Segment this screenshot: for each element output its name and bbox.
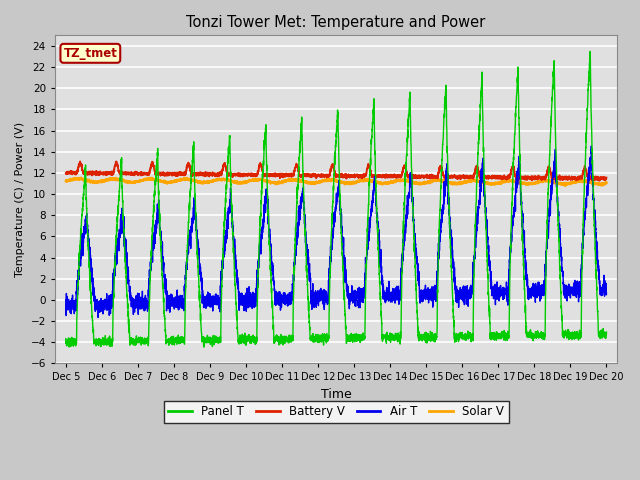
Battery V xyxy=(113,158,120,164)
Solar V xyxy=(428,179,435,185)
Air T xyxy=(603,290,611,296)
Solar V xyxy=(488,180,496,186)
Y-axis label: Temperature (C) / Power (V): Temperature (C) / Power (V) xyxy=(15,122,25,277)
Text: TZ_tmet: TZ_tmet xyxy=(63,47,117,60)
Battery V xyxy=(458,174,465,180)
Battery V xyxy=(159,171,167,177)
Air T xyxy=(458,290,465,296)
Air T xyxy=(588,143,595,149)
Air T xyxy=(94,314,102,320)
Line: Air T: Air T xyxy=(66,146,607,317)
Panel T xyxy=(488,330,496,336)
Solar V xyxy=(62,179,70,184)
Panel T xyxy=(603,329,611,335)
Line: Solar V: Solar V xyxy=(66,178,607,186)
Battery V xyxy=(488,175,496,180)
Air T xyxy=(488,284,496,289)
Air T xyxy=(602,286,610,292)
X-axis label: Time: Time xyxy=(321,388,351,401)
Solar V xyxy=(603,180,611,186)
Panel T xyxy=(458,330,465,336)
Solar V xyxy=(316,180,324,185)
Panel T xyxy=(159,285,167,290)
Solar V xyxy=(458,180,465,186)
Panel T xyxy=(602,332,610,337)
Battery V xyxy=(316,172,324,178)
Panel T xyxy=(200,344,208,350)
Solar V xyxy=(561,183,569,189)
Solar V xyxy=(159,180,167,185)
Legend: Panel T, Battery V, Air T, Solar V: Panel T, Battery V, Air T, Solar V xyxy=(164,401,509,423)
Battery V xyxy=(428,175,435,180)
Panel T xyxy=(62,336,70,342)
Battery V xyxy=(62,170,70,176)
Air T xyxy=(62,304,70,310)
Panel T xyxy=(316,335,324,341)
Panel T xyxy=(428,332,435,338)
Air T xyxy=(316,294,324,300)
Solar V xyxy=(602,180,610,186)
Line: Panel T: Panel T xyxy=(66,51,607,347)
Title: Tonzi Tower Met: Temperature and Power: Tonzi Tower Met: Temperature and Power xyxy=(186,15,486,30)
Battery V xyxy=(595,178,603,184)
Air T xyxy=(428,287,435,292)
Air T xyxy=(159,254,167,260)
Battery V xyxy=(602,176,610,182)
Battery V xyxy=(603,175,611,180)
Solar V xyxy=(77,175,85,180)
Line: Battery V: Battery V xyxy=(66,161,607,181)
Panel T xyxy=(586,48,594,54)
